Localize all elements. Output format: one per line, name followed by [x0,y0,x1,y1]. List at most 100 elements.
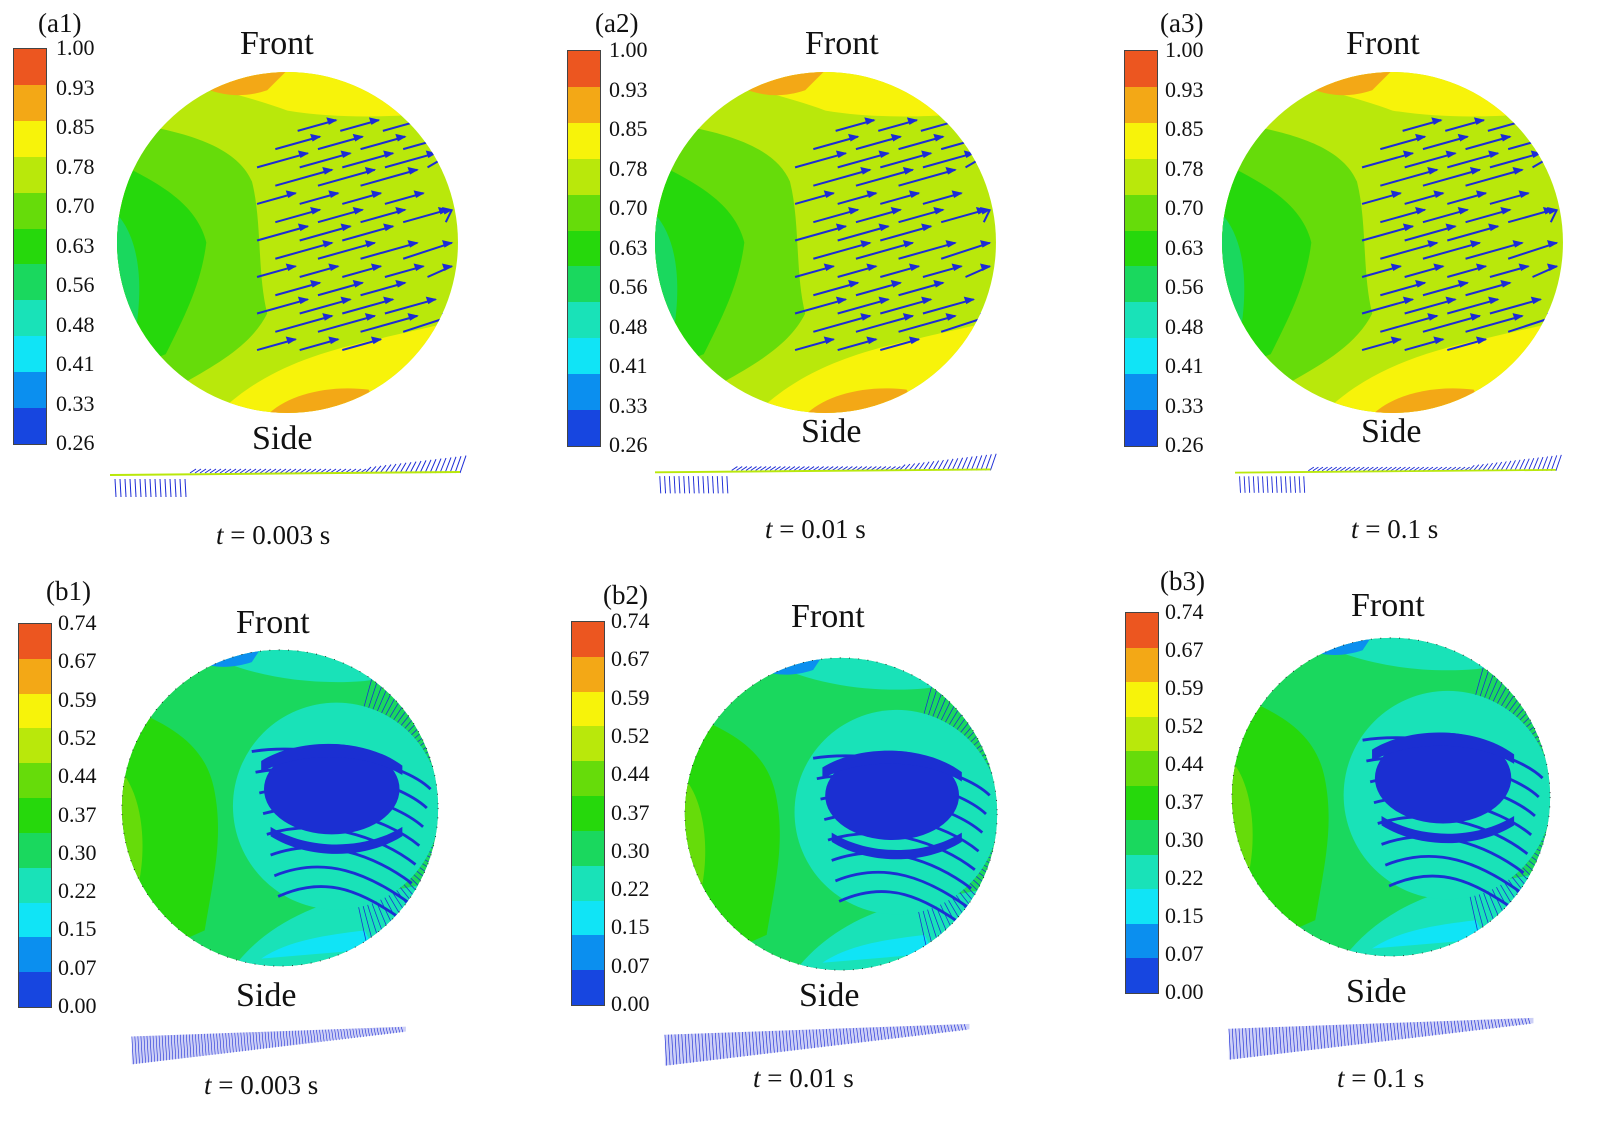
colorbar-segment [1125,122,1157,159]
colorbar-tick-label: 0.56 [1165,274,1204,299]
side-view-vectors [109,455,467,498]
time-variable: t [753,1063,761,1093]
time-variable: t [204,1070,212,1100]
colorbar-segment [572,656,604,692]
colorbar-segment [568,230,600,267]
colorbar-segment [568,374,600,411]
colorbar-segment [572,970,604,1005]
panel-label: (b3) [1160,566,1205,596]
colorbar-tick-label: 1.00 [1165,37,1204,62]
colorbar-tick-label: 0.93 [1165,76,1204,102]
colorbar-tick-label: 0.63 [1165,234,1204,260]
colorbar-tick-label: 0.56 [56,272,95,297]
colorbar-ticks: 0.74 0.67 0.59 0.52 0.44 0.37 0.30 0.22 0.15 0.07… [58,610,118,1018]
colorbar-tick-label: 0.37 [1165,789,1204,814]
colorbar-tick-label: 0.74 [611,608,650,633]
front-label: Front [1351,587,1425,624]
colorbar-segment [572,830,604,866]
colorbar-segment [14,300,46,337]
colorbar-segment [1125,338,1157,375]
colorbar-segment [572,691,604,727]
panel-label: (b2) [603,580,648,610]
panel-b1: (b1) 0.74 0.67 0.59 0.52 0.44 0.37 0.30 0.22 0.1… [0,570,540,1140]
colorbar-tick-label: 0.41 [1165,353,1204,378]
colorbar-segment [19,972,51,1007]
side-view-vectors [131,1026,406,1065]
colorbar-tick-label: 0.85 [1165,116,1204,141]
colorbar-tick-label: 1.00 [56,35,95,60]
colorbar-tick-label: 0.74 [1165,599,1204,624]
colorbar-segment [14,192,46,229]
colorbar-tick-label: 0.30 [1165,827,1204,852]
time-label: t = 0.1 s [1351,514,1438,545]
colorbar-segment [14,264,46,301]
colorbar-tick-label: 0.15 [611,914,650,940]
colorbar-tick-label: 0.26 [1165,432,1204,457]
colorbar-tick-label: 0.59 [611,684,650,710]
colorbar-tick-label: 0.67 [1165,637,1204,662]
colorbar-segment [1125,194,1157,231]
colorbar-tick-label: 0.00 [1165,979,1204,1004]
colorbar-tick-label: 0.30 [58,839,97,865]
time-variable: t [765,514,773,544]
colorbar-segment [1125,302,1157,339]
colorbar-segment [568,194,600,231]
time-value: = 0.003 s [223,520,331,550]
time-variable: t [216,520,224,550]
colorbar-tick-label: 0.52 [58,724,97,750]
colorbar-segment [1125,374,1157,411]
side-view-vectors [664,1023,970,1066]
colorbar-tick-label: 0.07 [1165,941,1204,966]
colorbar-segment [572,622,604,657]
colorbar-segment [19,624,51,659]
colorbar-ticks: 1.00 0.93 0.85 0.78 0.70 0.63 0.56 0.48 0.41 0.33… [56,35,116,455]
time-label: t = 0.01 s [765,514,866,545]
colorbar-tick-label: 0.48 [1165,313,1204,339]
colorbar-segment [568,266,600,303]
colorbar-tick-label: 0.15 [58,916,97,942]
colorbar-tick-label: 0.63 [56,232,95,258]
panel-b2: (b2) 0.74 0.67 0.59 0.52 0.44 0.37 0.30 0.22 0.1… [555,570,1095,1140]
colorbar-segment [1126,682,1158,717]
colorbar-segment [572,865,604,901]
colorbar-segment [14,120,46,157]
colorbar-segment [568,122,600,159]
colorbar-segment [19,867,51,903]
contour-disk [1222,72,1563,413]
contour-disk [684,657,998,971]
side-label: Side [1346,973,1407,1010]
side-label: Side [801,413,862,450]
colorbar-ticks: 0.74 0.67 0.59 0.52 0.44 0.37 0.30 0.22 0.15 0.07… [1165,599,1225,1004]
colorbar [567,50,601,447]
colorbar-segment [14,372,46,409]
colorbar-tick-label: 0.44 [58,763,97,789]
colorbar-tick-label: 0.37 [611,799,650,825]
colorbar-tick-label: 0.52 [611,722,650,748]
colorbar-segment [568,51,600,87]
colorbar-segment [568,86,600,123]
front-label: Front [805,25,879,62]
colorbar-ticks: 1.00 0.93 0.85 0.78 0.70 0.63 0.56 0.48 0.41 0.33… [1165,37,1225,457]
colorbar-segment [1126,785,1158,821]
side-label: Side [799,977,860,1014]
colorbar-tick-label: 0.93 [609,76,648,102]
colorbar-segment [14,228,46,265]
colorbar-tick-label: 0.30 [611,837,650,863]
panel-label: (a1) [38,8,82,38]
colorbar-segment [14,156,46,193]
contour-disk [121,649,439,967]
time-label: t = 0.003 s [204,1070,318,1101]
colorbar-tick-label: 0.07 [58,954,97,980]
time-label: t = 0.01 s [753,1063,854,1094]
colorbar-tick-label: 0.33 [609,392,648,418]
time-label: t = 0.1 s [1337,1063,1424,1094]
colorbar-tick-label: 0.78 [56,153,95,179]
colorbar-tick-label: 0.78 [1165,155,1204,181]
colorbar-segment [19,728,51,764]
colorbar-segment [19,798,51,833]
contour-disk [117,72,458,413]
colorbar-tick-label: 0.26 [56,430,95,455]
colorbar-segment [1126,647,1158,683]
colorbar-segment [19,832,51,868]
colorbar [1124,50,1158,447]
